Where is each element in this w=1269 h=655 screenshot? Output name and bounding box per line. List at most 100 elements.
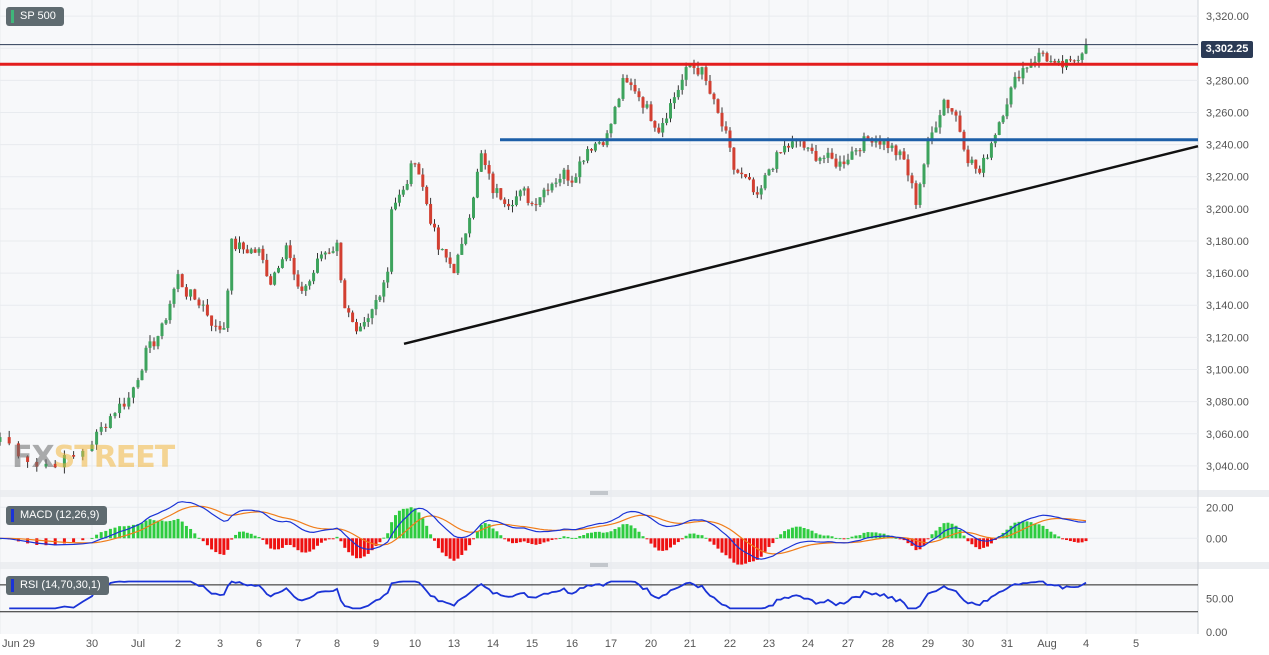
macd-histogram-bar (736, 538, 740, 565)
candle-body (641, 97, 645, 108)
candle-body (779, 152, 783, 154)
macd-histogram-bar (748, 538, 751, 562)
candle-body (189, 289, 193, 297)
candle-body (724, 126, 728, 131)
time-tick-label: 21 (684, 638, 696, 650)
macd-histogram-bar (245, 532, 249, 539)
macd-histogram-bar (390, 522, 394, 539)
candle-body (304, 285, 308, 291)
macd-histogram-bar (214, 538, 218, 553)
macd-histogram-bar (601, 532, 605, 539)
price-tick-label: 3,280.00 (1206, 75, 1249, 87)
rsi-line (9, 580, 1087, 610)
candle-body (783, 145, 787, 153)
candle-body (495, 188, 499, 194)
time-tick-label: 9 (373, 638, 379, 650)
macd-histogram-bar (570, 537, 574, 539)
candle-body (201, 304, 205, 306)
macd-histogram-bar (241, 531, 245, 539)
macd-histogram-bar (503, 538, 507, 540)
candle-body (347, 308, 351, 313)
time-tick-label: 8 (334, 638, 340, 650)
candle-body (1057, 60, 1061, 63)
candle-body (436, 227, 440, 250)
candle-body (942, 99, 946, 116)
macd-histogram-bar (629, 525, 633, 539)
macd-histogram-bar (226, 538, 230, 550)
candle-body (846, 159, 850, 165)
macd-histogram-bar (261, 538, 265, 540)
macd-histogram-bar (834, 537, 838, 539)
candle-body (680, 79, 684, 90)
macd-histogram-bar (284, 538, 288, 546)
time-tick-label: 13 (448, 638, 460, 650)
candle-body (1053, 61, 1057, 63)
candle-body (26, 456, 30, 462)
macd-histogram-bar (518, 538, 522, 543)
candle-body (744, 174, 748, 178)
candle-body (775, 152, 779, 169)
candle-body (118, 403, 122, 414)
macd-histogram-bar (680, 538, 684, 540)
macd-histogram-bar (113, 527, 117, 539)
last-price-tag: 3,302.25 (1201, 41, 1253, 58)
macd-histogram-bar (99, 532, 103, 539)
macd-histogram-bar (339, 538, 343, 542)
macd-histogram-bar (926, 538, 930, 540)
macd-histogram-bar (152, 520, 156, 539)
candle-body (351, 312, 355, 323)
candle-body (982, 157, 986, 173)
candle-body (444, 249, 448, 258)
candle-body (374, 300, 378, 310)
macd-histogram-bar (277, 538, 280, 550)
candle-body (475, 171, 479, 198)
macd-histogram-bar (312, 538, 316, 550)
time-tick-label: Jun 29 (2, 638, 35, 650)
macd-histogram-bar (550, 538, 554, 540)
macd-histogram-bar (546, 538, 550, 542)
macd-histogram-bar (335, 536, 339, 539)
macd-histogram-bar (448, 538, 452, 559)
time-tick-label: 4 (1083, 638, 1089, 650)
macd-histogram-bar (140, 523, 144, 539)
candle-body (104, 426, 108, 428)
price-tick-label: 3,320.00 (1206, 11, 1249, 23)
candle-body (950, 108, 954, 112)
macd-histogram-bar (728, 538, 732, 559)
candle-body (184, 287, 188, 297)
candle-body (1041, 52, 1045, 54)
macd-histogram-bar (483, 523, 487, 539)
macd-histogram-bar (653, 538, 657, 548)
macd-histogram-bar (172, 520, 176, 539)
candle-body (542, 189, 546, 198)
candle-body (417, 163, 421, 175)
candle-body (818, 157, 822, 161)
macd-histogram-bar (862, 532, 866, 539)
candle-body (323, 252, 327, 255)
candle-body (99, 426, 103, 432)
macd-badge[interactable]: MACD (12,26,9) (6, 506, 108, 525)
macd-histogram-bar (842, 538, 846, 540)
candle-body (720, 112, 724, 127)
rsi-stripe (11, 579, 14, 592)
macd-histogram-bar (331, 538, 335, 540)
macd-histogram-bar (327, 538, 331, 540)
macd-histogram-bar (366, 538, 370, 554)
macd-histogram-bar (684, 535, 688, 539)
macd-histogram-bar (874, 532, 878, 539)
macd-histogram-bar (1080, 538, 1084, 543)
candle-body (425, 186, 429, 204)
macd-histogram-bar (394, 515, 397, 539)
rsi-badge[interactable]: RSI (14,70,30,1) (6, 576, 109, 595)
macd-histogram-bar (950, 523, 954, 539)
macd-histogram-bar (95, 534, 99, 539)
macd-histogram-bar (81, 538, 85, 541)
symbol-badge[interactable]: SP 500 (6, 7, 64, 26)
macd-histogram-bar (870, 532, 874, 539)
candle-body (261, 248, 265, 260)
candle-body (140, 370, 144, 381)
macd-histogram-bar (822, 535, 826, 539)
candle-body (1005, 104, 1009, 117)
